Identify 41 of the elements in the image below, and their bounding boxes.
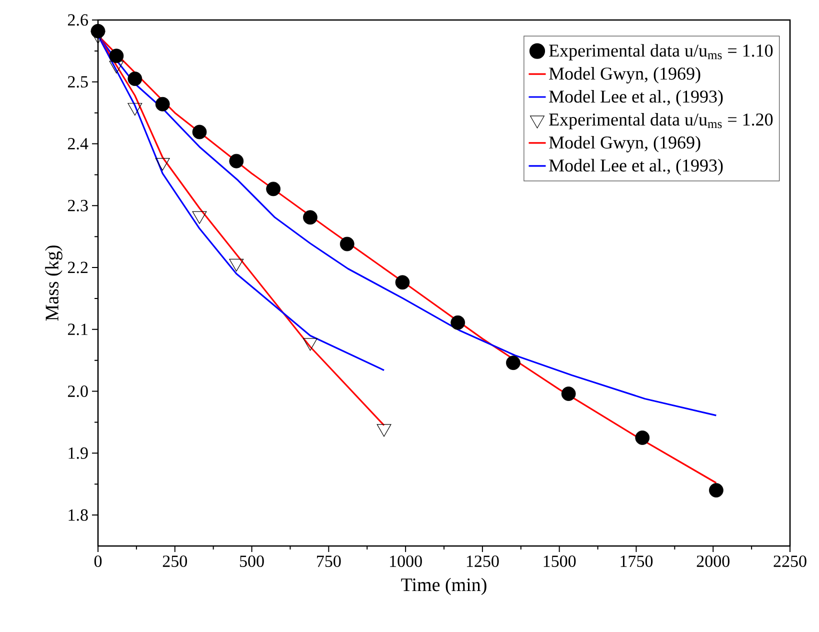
y-tick-label: 2.6 xyxy=(68,14,88,26)
x-tick-label: 1000 xyxy=(390,556,422,567)
point xyxy=(303,210,318,225)
y-tick-label: 2.4 xyxy=(68,138,88,150)
x-tick-label: 500 xyxy=(240,556,264,567)
y-tick-label: 2.0 xyxy=(68,386,88,398)
legend-label: Model Gwyn, (1969) xyxy=(549,136,700,152)
x-tick-label: 1750 xyxy=(620,556,653,567)
y-tick-label: 1.9 xyxy=(68,447,88,459)
x-tick-label: 2250 xyxy=(774,556,806,567)
y-axis-title: Mass (kg) xyxy=(45,246,62,321)
legend-label: Experimental data u/u$_{ms}$ = 1.20 xyxy=(549,112,773,130)
x-tick-label: 1250 xyxy=(466,556,499,567)
point xyxy=(708,483,724,498)
legend-label: Model Lee et al., (1993) xyxy=(549,90,723,106)
point xyxy=(450,315,466,330)
point xyxy=(340,236,354,252)
x-tick-label: 750 xyxy=(317,556,341,567)
point xyxy=(266,182,281,196)
x-tick-label: 2000 xyxy=(696,556,730,567)
point xyxy=(155,96,170,112)
y-tick-label: 1.8 xyxy=(68,509,88,521)
y-tick-label: 2.1 xyxy=(68,324,88,336)
point xyxy=(109,48,124,64)
legend-label: Model Lee et al., (1993) xyxy=(549,158,723,176)
point xyxy=(229,154,244,168)
point xyxy=(506,356,520,370)
x-axis-title: Time (min) xyxy=(401,578,486,596)
y-tick-label: 2.3 xyxy=(68,200,88,212)
x-tick-label: 0 xyxy=(94,556,102,567)
x-tick-label: 1500 xyxy=(544,556,576,567)
legend-label: Experimental data u/u$_{ms}$ = 1.10 xyxy=(549,44,773,60)
point xyxy=(395,275,410,290)
legend-label: Model Gwyn, (1969) xyxy=(549,67,700,84)
y-tick-label: 2.5 xyxy=(68,76,88,88)
point xyxy=(128,72,142,86)
y-tick-label: 2.2 xyxy=(68,262,88,274)
point xyxy=(561,386,576,401)
point xyxy=(192,124,207,140)
point xyxy=(635,430,650,445)
x-tick-label: 250 xyxy=(162,556,187,567)
